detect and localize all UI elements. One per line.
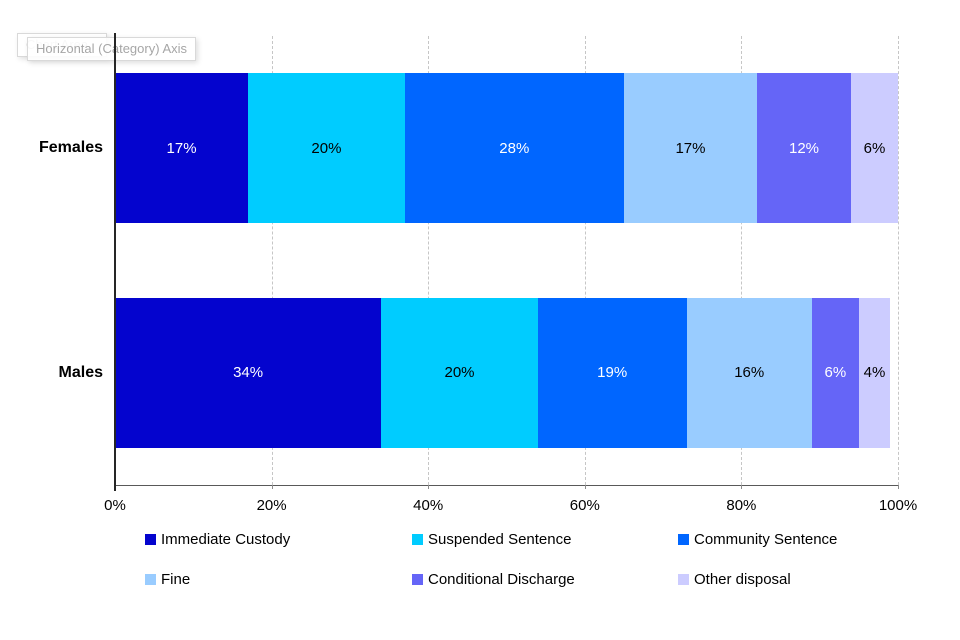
bar-segment-label: 17%	[675, 139, 706, 157]
gridline-100	[898, 36, 899, 485]
gridline-40	[428, 36, 430, 485]
legend-item-fine[interactable]: Fine	[145, 569, 190, 589]
axis-label-0%[interactable]: 0%	[104, 497, 126, 514]
axis-label-20%[interactable]: 20%	[256, 497, 287, 514]
legend-item-community-sentence[interactable]: Community Sentence	[678, 529, 837, 549]
legend-swatch	[145, 573, 156, 585]
bar-segment[interactable]: 17%	[115, 73, 249, 224]
bar-segment-label: 19%	[597, 364, 628, 382]
tick-mark-20	[271, 485, 273, 489]
legend-label: Conditional Discharge	[428, 570, 575, 588]
legend-label: Immediate Custody	[161, 530, 291, 548]
tick-mark-40	[428, 485, 430, 489]
bar-segment[interactable]: 34%	[115, 297, 382, 448]
legend-label: Suspended Sentence	[428, 530, 572, 548]
bar-segment[interactable]: 17%	[623, 73, 758, 224]
tick-mark-60	[584, 485, 586, 489]
category-label-males[interactable]: Males	[58, 363, 103, 381]
bar-segment-label: 6%	[824, 364, 847, 382]
bar-males: 34% 20% 19% 16% 6% 4%	[115, 297, 891, 448]
legend-item-other-disposal[interactable]: Other disposal	[678, 569, 791, 589]
bar-segment[interactable]: 16%	[686, 297, 812, 448]
bar-segment-label: 28%	[499, 139, 530, 157]
bar-segment-label: 20%	[444, 364, 475, 382]
bar-segment-label: 17%	[166, 139, 197, 157]
bar-segment[interactable]: 4%	[858, 297, 891, 448]
bar-segment[interactable]: 6%	[851, 73, 898, 224]
legend-swatch	[678, 573, 689, 585]
category-label-females[interactable]: Females	[38, 139, 103, 157]
bar-segment[interactable]: 19%	[537, 297, 687, 448]
bar-segment[interactable]: 6%	[811, 297, 859, 448]
bar-segment-label: 12%	[789, 139, 820, 157]
axis-label-80%[interactable]: 80%	[726, 497, 757, 514]
gridline-80	[741, 36, 743, 485]
legend-swatch	[412, 573, 423, 585]
horizontal-axis-line	[115, 485, 898, 486]
plot-area[interactable]: 17% 20% 28% 17% 12% 6% 34% 20% 19% 16% 6% 4%	[114, 33, 899, 491]
legend-item-suspended-sentence[interactable]: Suspended Sentence	[412, 529, 571, 549]
bar-segment-label: 16%	[734, 364, 765, 382]
legend-swatch	[145, 533, 156, 545]
bar-segment[interactable]: 28%	[404, 73, 624, 224]
tick-mark-80	[741, 485, 743, 489]
legend-item-immediate-custody[interactable]: Immediate Custody	[145, 529, 290, 549]
bar-segment[interactable]: 20%	[248, 73, 405, 224]
vertical-axis-line	[114, 33, 116, 491]
bar-segment[interactable]: 20%	[381, 297, 538, 448]
bar-segment[interactable]: 12%	[757, 73, 851, 224]
gridline-20	[271, 36, 273, 485]
legend-swatch	[412, 533, 423, 545]
legend-item-conditional-discharge[interactable]: Conditional Discharge	[412, 569, 575, 589]
legend-label: Other disposal	[694, 570, 791, 588]
legend-label: Fine	[161, 570, 191, 588]
bar-segment-label: 4%	[863, 364, 886, 382]
legend-label: Community Sentence	[694, 530, 838, 548]
axis-label-40%[interactable]: 40%	[413, 497, 444, 514]
axis-label-60%[interactable]: 60%	[569, 497, 600, 514]
tooltip-horizontal-category-axis: Horizontal (Category) Axis	[27, 37, 196, 61]
bar-females: 17% 20% 28% 17% 12% 6%	[115, 73, 898, 224]
tick-mark-100	[898, 485, 899, 489]
legend-swatch	[678, 533, 689, 545]
bar-segment-label: 20%	[311, 139, 342, 157]
gridline-60	[584, 36, 586, 485]
bar-segment-label: 34%	[233, 364, 264, 382]
bar-segment-label: 6%	[863, 139, 886, 157]
axis-label-100%[interactable]: 100%	[878, 497, 918, 514]
